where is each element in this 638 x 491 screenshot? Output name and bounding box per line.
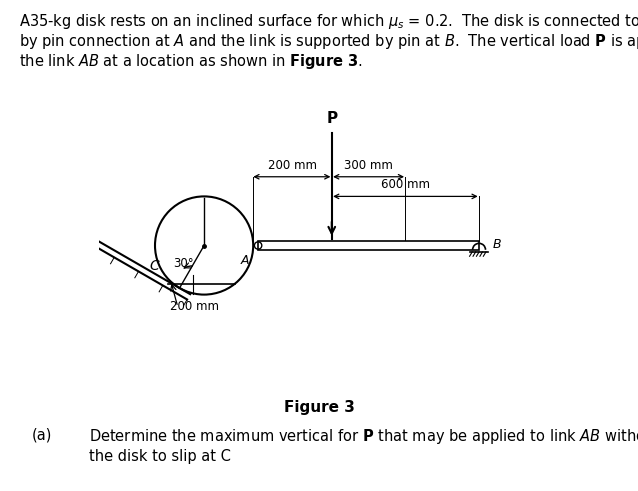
Text: A35-kg disk rests on an inclined surface for which $\mu_s$ = 0.2.  The disk is c: A35-kg disk rests on an inclined surface…	[19, 12, 638, 31]
Text: Determine the maximum vertical for $\bf{P}$ that may be applied to link $AB$ wit: Determine the maximum vertical for $\bf{…	[89, 427, 638, 446]
Text: by pin connection at $A$ and the link is supported by pin at $B$.  The vertical : by pin connection at $A$ and the link is…	[19, 32, 638, 51]
Text: 200 mm: 200 mm	[268, 159, 317, 172]
Text: 30°: 30°	[173, 257, 193, 270]
Text: the link $AB$ at a location as shown in $\bf{Figure\ 3}$.: the link $AB$ at a location as shown in …	[19, 52, 362, 71]
Text: $C$: $C$	[149, 259, 161, 273]
Text: Figure 3: Figure 3	[283, 400, 355, 415]
Text: 200 mm: 200 mm	[170, 300, 219, 312]
Text: P: P	[326, 111, 338, 127]
Text: $B$: $B$	[492, 238, 501, 251]
Text: the disk to slip at C: the disk to slip at C	[89, 449, 231, 464]
Text: 300 mm: 300 mm	[344, 159, 393, 172]
Text: (a): (a)	[32, 427, 52, 442]
Text: 600 mm: 600 mm	[381, 179, 430, 191]
Text: $A$: $A$	[241, 254, 251, 267]
Bar	[258, 241, 479, 250]
